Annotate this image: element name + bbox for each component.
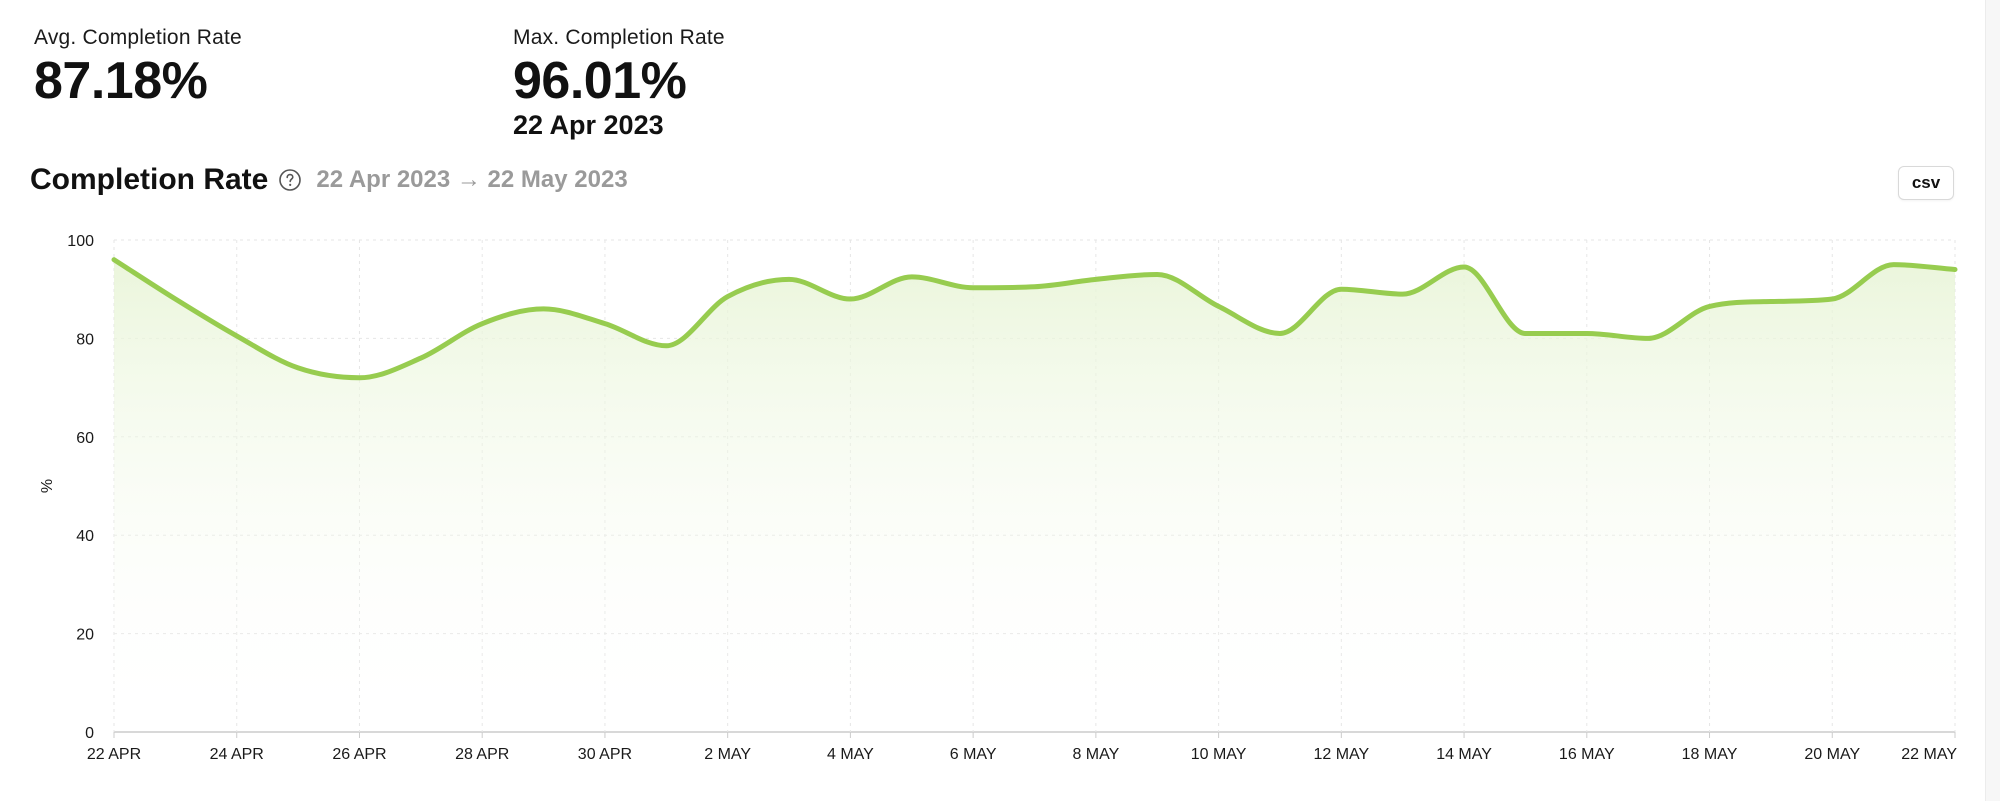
data-point[interactable]: [1458, 261, 1470, 273]
max-completion-label: Max. Completion Rate: [513, 26, 725, 49]
data-point[interactable]: [292, 362, 304, 374]
max-completion-stat: Max. Completion Rate 96.01% 22 Apr 2023: [513, 26, 725, 140]
x-tick-label: 30 APR: [578, 746, 632, 763]
x-tick-label: 24 APR: [210, 746, 264, 763]
x-tick-label: 16 MAY: [1559, 746, 1615, 763]
data-point[interactable]: [660, 340, 672, 352]
x-tick-label: 26 APR: [332, 746, 386, 763]
avg-completion-label: Avg. Completion Rate: [34, 26, 242, 49]
data-point[interactable]: [538, 303, 550, 315]
x-tick-label: 6 MAY: [950, 746, 997, 763]
y-tick-label: 60: [76, 430, 94, 447]
csv-export-button[interactable]: csv: [1898, 166, 1954, 200]
avg-completion-stat: Avg. Completion Rate 87.18%: [34, 26, 242, 110]
data-point[interactable]: [1704, 300, 1716, 312]
data-point[interactable]: [1397, 288, 1409, 300]
data-point[interactable]: [108, 254, 120, 266]
x-tick-label: 4 MAY: [827, 746, 874, 763]
y-axis-label: %: [39, 479, 56, 493]
data-point[interactable]: [722, 291, 734, 303]
data-point[interactable]: [1335, 283, 1347, 295]
scrollbar[interactable]: [1985, 0, 2000, 801]
max-completion-value: 96.01%: [513, 52, 687, 110]
x-tick-label: 12 MAY: [1313, 746, 1369, 763]
data-point[interactable]: [599, 318, 611, 330]
x-tick-label: 28 APR: [455, 746, 509, 763]
data-point[interactable]: [1151, 268, 1163, 280]
chart-header: Completion Rate 22 Apr 2023 → 22 May 202…: [30, 158, 628, 202]
data-point[interactable]: [1765, 296, 1777, 308]
y-tick-label: 0: [85, 725, 94, 742]
x-tick-label: 2 MAY: [704, 746, 751, 763]
completion-rate-chart: 0 20 40 60 80 100 22 APR 24 APR 26 APR 28 APR 30 A…: [39, 233, 1961, 763]
data-point[interactable]: [1949, 264, 1961, 276]
data-point[interactable]: [1642, 332, 1654, 344]
date-range: 22 Apr 2023 → 22 May 2023: [316, 166, 628, 193]
y-tick-label: 80: [76, 331, 94, 348]
data-point[interactable]: [783, 273, 795, 285]
question-circle-icon[interactable]: [278, 168, 302, 192]
data-point[interactable]: [844, 293, 856, 305]
series-area-fill: [114, 259, 1955, 732]
data-point[interactable]: [967, 282, 979, 294]
data-point[interactable]: [1090, 273, 1102, 285]
data-point[interactable]: [1888, 259, 1900, 271]
x-tick-label: 10 MAY: [1191, 746, 1247, 763]
y-tick-label: 100: [67, 233, 94, 250]
series-line: [111, 257, 1958, 381]
data-point[interactable]: [231, 330, 243, 342]
max-completion-date: 22 Apr 2023: [513, 110, 664, 140]
data-point[interactable]: [169, 293, 181, 305]
data-point[interactable]: [1029, 281, 1041, 293]
data-point[interactable]: [476, 318, 488, 330]
data-point[interactable]: [1519, 327, 1531, 339]
data-point[interactable]: [1213, 300, 1225, 312]
data-point[interactable]: [415, 352, 427, 364]
data-point[interactable]: [1274, 327, 1286, 339]
avg-completion-value: 87.18%: [34, 52, 208, 110]
data-point[interactable]: [906, 271, 918, 283]
x-tick-label: 22 MAY: [1901, 746, 1957, 763]
x-tick-label: 8 MAY: [1072, 746, 1119, 763]
x-tick-label: 18 MAY: [1682, 746, 1738, 763]
x-tick-label: 14 MAY: [1436, 746, 1492, 763]
y-tick-label: 20: [76, 627, 94, 644]
x-tick-label: 20 MAY: [1804, 746, 1860, 763]
x-tick-label: 22 APR: [87, 746, 141, 763]
y-tick-label: 40: [76, 528, 94, 545]
data-point[interactable]: [353, 372, 365, 384]
data-point[interactable]: [1826, 293, 1838, 305]
data-point[interactable]: [1581, 327, 1593, 339]
chart-title: Completion Rate: [30, 163, 269, 196]
